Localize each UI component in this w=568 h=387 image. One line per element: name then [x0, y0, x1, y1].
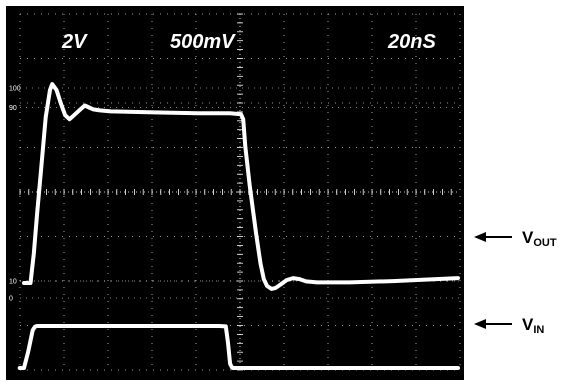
vin-arrow-head — [474, 319, 486, 329]
scale-mark-10: 10 — [9, 279, 17, 286]
trace-vout — [22, 82, 460, 291]
vin-label-main: V — [522, 315, 534, 334]
timebase-readout: 20nS — [387, 31, 436, 53]
vin-label: VIN — [522, 315, 544, 336]
trace-vin — [17, 324, 460, 370]
vout-arrow-head — [474, 232, 486, 242]
traces — [17, 82, 460, 370]
scale-mark-90: 90 — [9, 105, 17, 112]
vout-label-subscript: OUT — [533, 237, 557, 249]
screen-background — [6, 6, 464, 380]
vout-label: VOUT — [522, 228, 557, 249]
vout-label-main: V — [522, 228, 534, 247]
graticule — [19, 13, 461, 371]
ch2-scale-readout: 500mV — [170, 31, 236, 53]
vin-label-subscript: IN — [533, 324, 544, 336]
ch1-scale-readout: 2V — [61, 31, 88, 53]
scale-mark-0: 0 — [9, 296, 13, 303]
scale-mark-100: 100 — [9, 86, 21, 93]
